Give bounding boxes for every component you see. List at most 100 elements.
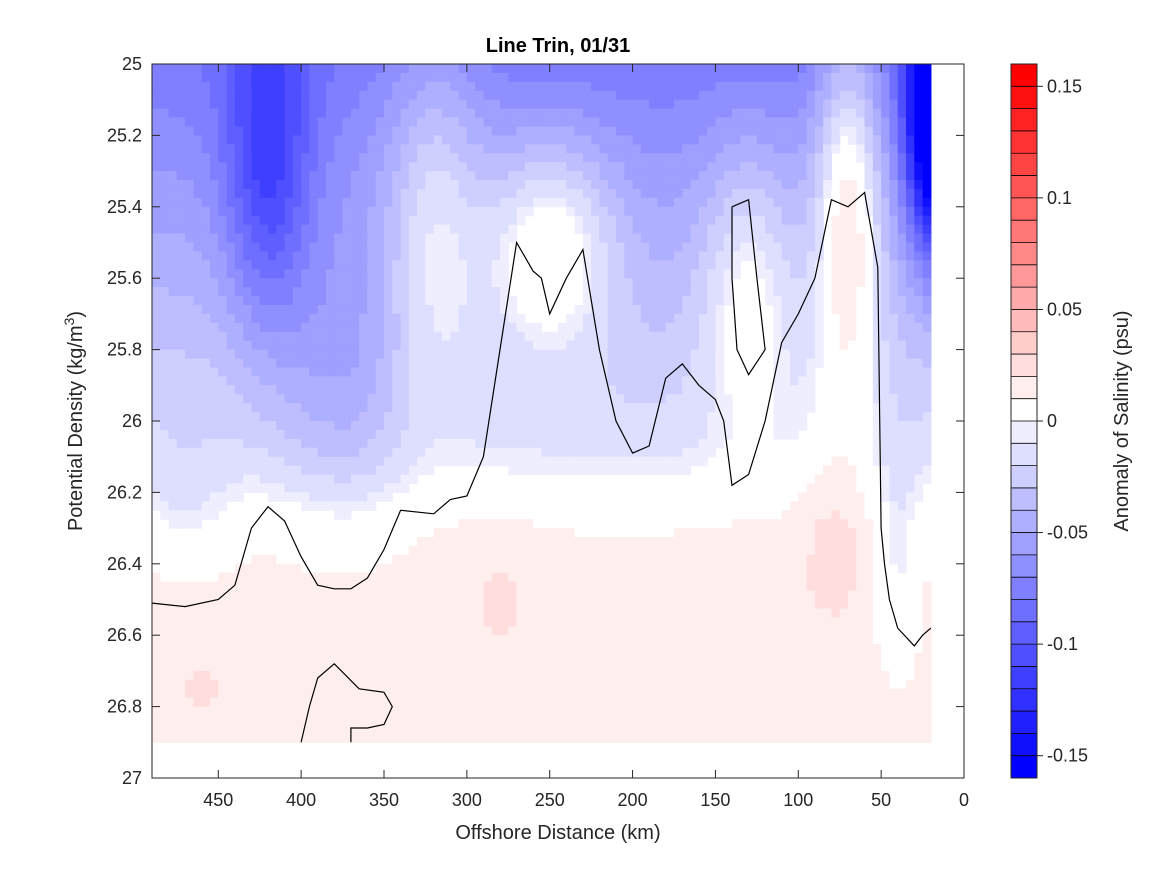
- contour-cell: [897, 90, 907, 101]
- contour-cell: [889, 64, 899, 74]
- contour-cell: [574, 313, 584, 324]
- contour-cell: [276, 528, 286, 538]
- contour-cell: [599, 545, 609, 556]
- contour-cell: [359, 421, 369, 431]
- contour-cell: [798, 394, 808, 404]
- contour-cell: [450, 581, 460, 592]
- contour-cell: [765, 135, 775, 145]
- contour-cell: [781, 528, 791, 538]
- contour-cell: [251, 483, 261, 493]
- contour-cell: [616, 331, 625, 342]
- contour-cell: [284, 403, 294, 413]
- contour-cell: [367, 197, 377, 208]
- contour-cell: [326, 429, 335, 440]
- contour-cell: [400, 90, 410, 101]
- contour-cell: [334, 313, 344, 324]
- contour-cell: [210, 581, 219, 592]
- contour-cell: [582, 206, 592, 217]
- contour-cell: [201, 581, 211, 592]
- contour-cell: [243, 162, 253, 172]
- contour-cell: [234, 322, 244, 333]
- contour-cell: [292, 296, 302, 306]
- contour-cell: [176, 251, 186, 261]
- contour-cell: [384, 108, 393, 119]
- contour-cell: [607, 251, 617, 261]
- contour-cell: [897, 429, 907, 440]
- contour-cell: [773, 108, 783, 119]
- contour-cell: [210, 72, 219, 83]
- contour-cell: [176, 224, 186, 235]
- contour-cell: [392, 64, 402, 74]
- contour-cell: [326, 126, 335, 136]
- contour-cell: [508, 358, 518, 369]
- contour-cell: [765, 81, 775, 92]
- contour-cell: [508, 108, 518, 119]
- contour-cell: [715, 99, 725, 110]
- contour-cell: [342, 64, 352, 74]
- contour-cell: [574, 510, 584, 520]
- contour-cell: [491, 117, 501, 128]
- contour-cell: [798, 135, 808, 145]
- contour-cell: [500, 188, 509, 199]
- contour-cell: [674, 233, 683, 244]
- contour-cell: [831, 501, 841, 511]
- contour-cell: [334, 483, 344, 493]
- contour-cell: [193, 188, 203, 199]
- contour-cell: [906, 296, 915, 306]
- contour-cell: [375, 153, 385, 163]
- contour-cell: [210, 242, 219, 253]
- contour-cell: [798, 215, 808, 226]
- contour-cell: [707, 296, 717, 306]
- contour-cell: [897, 438, 907, 449]
- contour-cell: [814, 501, 824, 511]
- contour-cell: [384, 331, 393, 342]
- contour-cell: [168, 260, 178, 270]
- contour-cell: [682, 296, 692, 306]
- contour-cell: [798, 358, 808, 369]
- contour-cell: [185, 474, 195, 485]
- contour-cell: [790, 135, 799, 145]
- contour-cell: [831, 385, 841, 395]
- contour-cell: [491, 322, 501, 333]
- contour-cell: [558, 367, 567, 377]
- contour-cell: [524, 153, 534, 163]
- contour-cell: [773, 545, 783, 556]
- contour-cell: [715, 385, 725, 395]
- contour-cell: [533, 108, 543, 119]
- contour-cell: [268, 224, 277, 235]
- contour-cell: [326, 492, 335, 502]
- contour-cell: [657, 126, 667, 136]
- contour-cell: [392, 572, 402, 583]
- contour-cell: [616, 412, 625, 422]
- contour-cell: [185, 590, 195, 601]
- contour-cell: [740, 99, 750, 110]
- contour-cell: [152, 572, 161, 583]
- contour-cell: [897, 197, 907, 208]
- contour-cell: [690, 322, 700, 333]
- contour-cell: [740, 242, 750, 253]
- contour-cell: [326, 233, 335, 244]
- contour-cell: [491, 519, 501, 529]
- contour-cell: [632, 581, 642, 592]
- contour-cell: [193, 144, 203, 154]
- contour-cell: [392, 72, 402, 83]
- contour-cell: [549, 278, 559, 288]
- contour-cell: [889, 519, 899, 529]
- contour-cell: [607, 64, 617, 74]
- contour-cell: [624, 412, 634, 422]
- contour-cell: [781, 72, 791, 83]
- contour-cell: [226, 108, 236, 119]
- contour-cell: [541, 188, 551, 199]
- contour-cell: [591, 153, 601, 163]
- contour-cell: [375, 483, 385, 493]
- contour-cell: [359, 304, 369, 315]
- contour-cell: [707, 510, 717, 520]
- contour-cell: [698, 153, 708, 163]
- contour-cell: [906, 376, 915, 386]
- contour-cell: [881, 117, 891, 128]
- contour-cell: [483, 206, 493, 217]
- contour-cell: [773, 429, 783, 440]
- contour-cell: [284, 465, 294, 476]
- contour-cell: [201, 269, 211, 279]
- contour-cell: [201, 188, 211, 199]
